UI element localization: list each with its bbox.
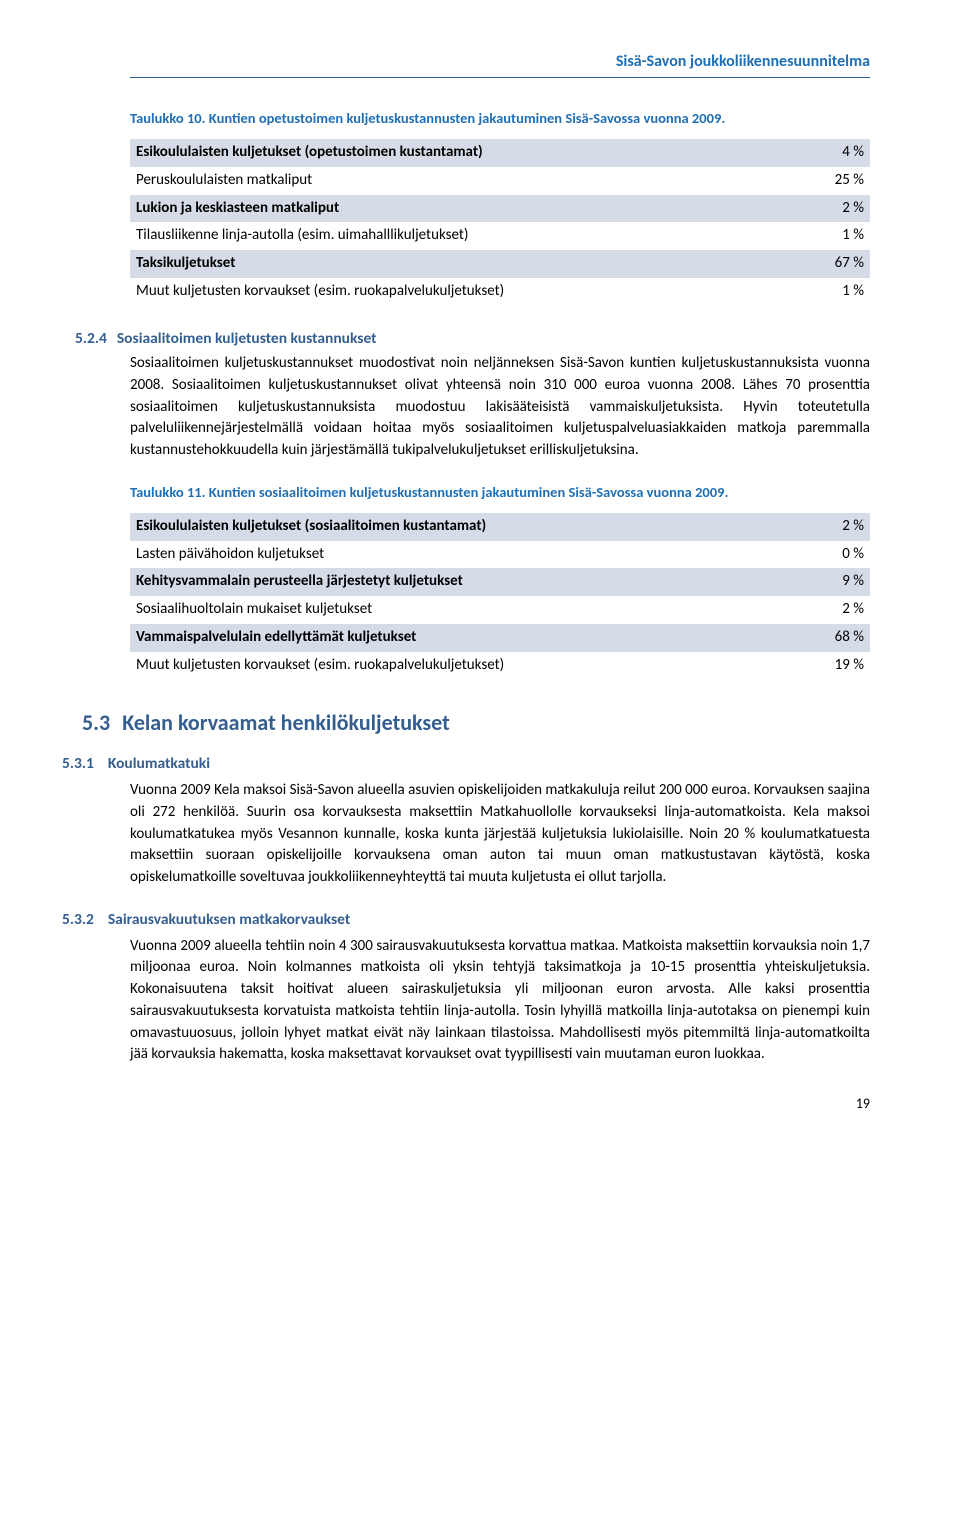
table-row: Kehitysvammalain perusteella järjestetyt… — [130, 568, 870, 596]
section-531-title: Koulumatkatuki — [108, 754, 210, 773]
section-524-heading: 5.2.4 Sosiaalitoimen kuljetusten kustannu… — [75, 328, 870, 350]
page-number: 19 — [130, 1094, 870, 1114]
table-row: Vammaispalvelulain edellyttämät kuljetuk… — [130, 624, 870, 652]
table11-row-value: 9 % — [800, 568, 870, 596]
running-header: Sisä-Savon joukkoliikennesuunnitelma — [130, 50, 870, 73]
table11-row-value: 68 % — [800, 624, 870, 652]
section-531-heading: 5.3.1 Koulumatkatuki — [62, 753, 870, 776]
section-524-body: Sosiaalitoimen kuljetuskustannukset muod… — [130, 353, 870, 462]
section-524-num: 5.2.4 — [75, 329, 107, 348]
table11-row-label: Sosiaalihuoltolain mukaiset kuljetukset — [130, 596, 800, 624]
table10-row-value: 4 % — [800, 139, 870, 167]
table10-row-label: Taksikuljetukset — [130, 250, 800, 278]
table11-row-label: Muut kuljetusten korvaukset (esim. ruoka… — [130, 652, 800, 680]
table-row: Sosiaalihuoltolain mukaiset kuljetukset2… — [130, 596, 870, 624]
section-532-body: Vuonna 2009 alueella tehtiin noin 4 300 … — [130, 936, 870, 1067]
table11: Esikoululaisten kuljetukset (sosiaalitoi… — [130, 513, 870, 680]
section-532-num: 5.3.2 — [62, 910, 94, 929]
table11-row-value: 19 % — [800, 652, 870, 680]
table-row: Esikoululaisten kuljetukset (sosiaalitoi… — [130, 513, 870, 541]
table10-caption: Taulukko 10. Kuntien opetustoimen kuljet… — [130, 108, 870, 129]
table10: Esikoululaisten kuljetukset (opetustoime… — [130, 139, 870, 306]
section-532-title: Sairausvakuutuksen matkakorvaukset — [108, 910, 350, 929]
table11-row-value: 2 % — [800, 513, 870, 541]
table10-row-value: 1 % — [800, 278, 870, 306]
table-row: Lukion ja keskiasteen matkaliput2 % — [130, 195, 870, 223]
section-532-heading: 5.3.2 Sairausvakuutuksen matkakorvaukset — [62, 909, 870, 932]
section-53-heading: 5.3 Kelan korvaamat henkilökuljetukset — [82, 707, 870, 739]
table10-row-value: 1 % — [800, 222, 870, 250]
table10-row-value: 25 % — [800, 167, 870, 195]
table10-row-label: Esikoululaisten kuljetukset (opetustoime… — [130, 139, 800, 167]
section-531-num: 5.3.1 — [62, 754, 94, 773]
table11-row-label: Kehitysvammalain perusteella järjestetyt… — [130, 568, 800, 596]
table-row: Muut kuljetusten korvaukset (esim. ruoka… — [130, 652, 870, 680]
table10-row-label: Tilausliikenne linja-autolla (esim. uima… — [130, 222, 800, 250]
header-rule — [130, 77, 870, 78]
table10-row-value: 67 % — [800, 250, 870, 278]
table11-row-label: Vammaispalvelulain edellyttämät kuljetuk… — [130, 624, 800, 652]
table-row: Taksikuljetukset67 % — [130, 250, 870, 278]
table-row: Muut kuljetusten korvaukset (esim. ruoka… — [130, 278, 870, 306]
table10-row-label: Peruskoululaisten matkaliput — [130, 167, 800, 195]
section-53-num: 5.3 — [82, 709, 110, 736]
table-row: Esikoululaisten kuljetukset (opetustoime… — [130, 139, 870, 167]
table11-row-value: 0 % — [800, 541, 870, 569]
table11-row-label: Esikoululaisten kuljetukset (sosiaalitoi… — [130, 513, 800, 541]
table10-row-label: Muut kuljetusten korvaukset (esim. ruoka… — [130, 278, 800, 306]
table11-row-value: 2 % — [800, 596, 870, 624]
table11-row-label: Lasten päivähoidon kuljetukset — [130, 541, 800, 569]
table-row: Lasten päivähoidon kuljetukset0 % — [130, 541, 870, 569]
table11-caption: Taulukko 11. Kuntien sosiaalitoimen kulj… — [130, 482, 870, 503]
table10-row-value: 2 % — [800, 195, 870, 223]
table-row: Peruskoululaisten matkaliput25 % — [130, 167, 870, 195]
table-row: Tilausliikenne linja-autolla (esim. uima… — [130, 222, 870, 250]
section-531-body: Vuonna 2009 Kela maksoi Sisä-Savon aluee… — [130, 780, 870, 889]
section-524-title: Sosiaalitoimen kuljetusten kustannukset — [117, 329, 377, 348]
section-53-title: Kelan korvaamat henkilökuljetukset — [122, 709, 450, 736]
table10-row-label: Lukion ja keskiasteen matkaliput — [130, 195, 800, 223]
